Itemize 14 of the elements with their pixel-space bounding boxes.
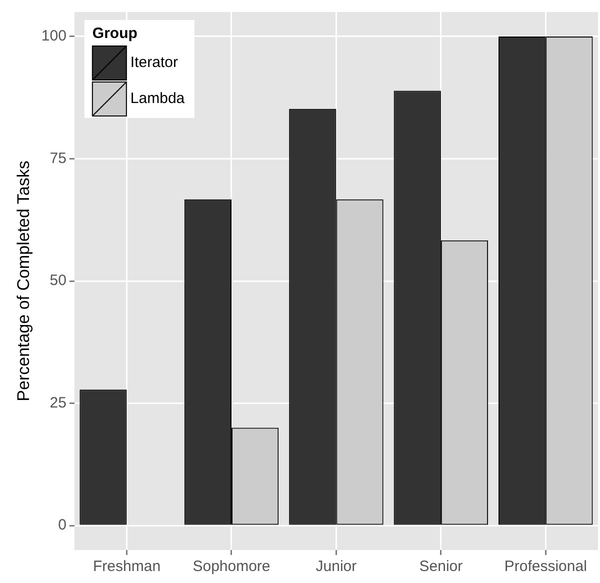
y-tick-label: 25 — [50, 394, 66, 412]
legend-label: Lambda — [130, 90, 186, 108]
x-tick-label: Junior — [316, 558, 357, 576]
x-tick-label: Professional — [504, 558, 587, 576]
y-tick-label: 75 — [50, 150, 66, 167]
y-tick-label: 0 — [58, 516, 66, 534]
x-tick-label: Senior — [419, 558, 463, 576]
x-tick-label: Sophomore — [192, 558, 270, 576]
y-axis-title: Percentage of Completed Tasks — [14, 160, 33, 402]
legend-title: Group — [92, 25, 138, 42]
legend-label: Iterator — [130, 54, 178, 72]
y-tick-label: 100 — [41, 28, 66, 45]
x-tick-label: Freshman — [93, 558, 161, 576]
y-tick-label: 50 — [50, 272, 66, 290]
